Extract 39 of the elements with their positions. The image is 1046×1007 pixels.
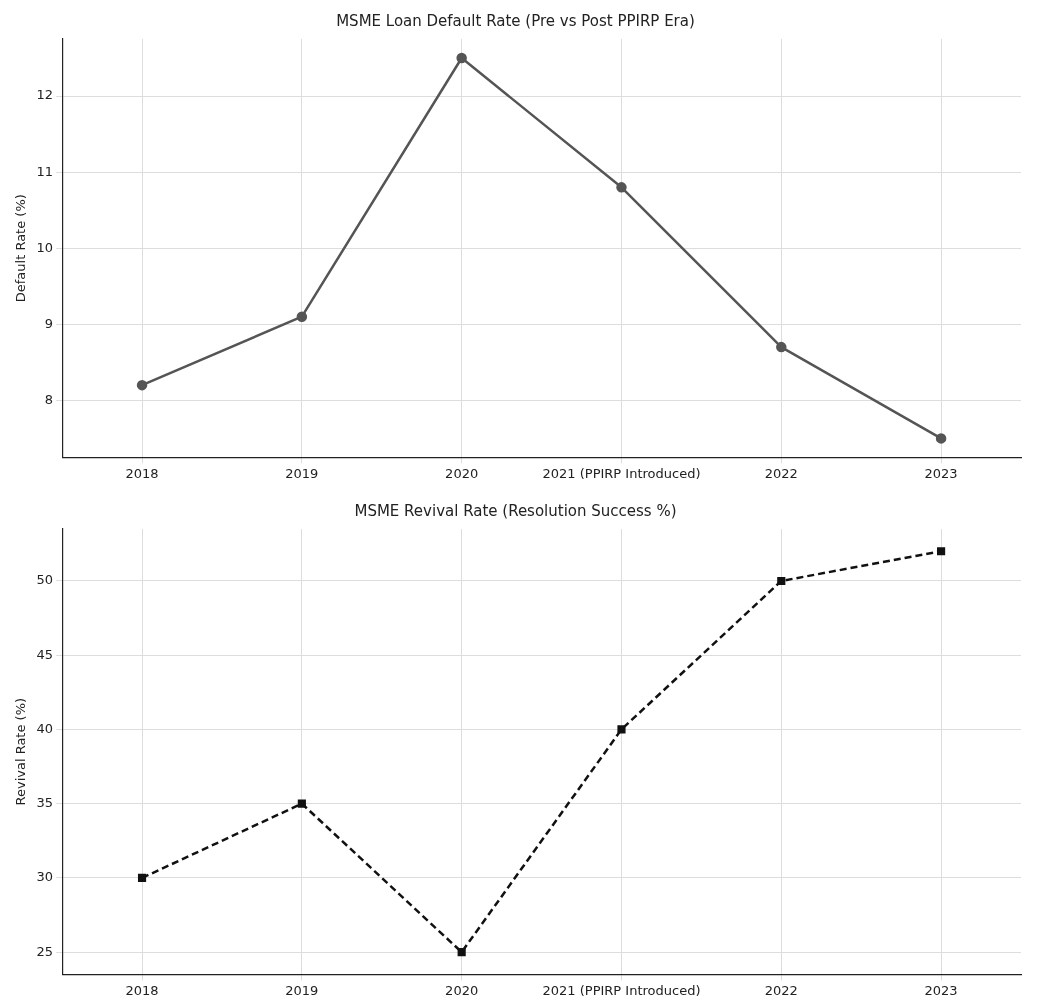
point [136,379,148,391]
y-tick-label: 35 [36,795,54,811]
y-tick-label: 25 [36,943,54,959]
x-tick-label: 2019 [285,465,319,481]
x-tick-label: 2018 [125,465,159,481]
y-tick-label: 45 [36,646,54,662]
y-tick-label: 9 [44,315,54,331]
x-tick-label: 2023 [924,982,958,998]
y-tick-label: 10 [36,239,54,255]
x-tick-label: 2020 [445,982,479,998]
x-tick-label: 2020 [445,465,479,481]
y-axis-title: Revival Rate (%) [13,697,29,806]
x-tick-label: 2023 [924,465,958,481]
point [137,873,147,882]
x-tick-label: 2021 (PPIRP Introduced) [542,982,701,998]
chart-title: MSME Loan Default Rate (Pre vs Post PPIRP Era) [336,11,695,30]
y-tick-label: 40 [36,720,54,736]
x-tick-label: 2018 [125,982,159,998]
x-tick-label: 2021 (PPIRP Introduced) [542,465,701,481]
x-tick-label: 2022 [764,982,798,998]
y-tick-label: 11 [36,163,54,179]
point [296,311,308,322]
y-tick-label: 12 [36,87,54,103]
point [457,948,466,957]
y-tick-label: 8 [44,391,54,407]
x-tick-label: 2019 [285,982,319,998]
point [937,547,946,556]
y-axis-title: Default Rate (%) [13,194,29,303]
point [777,576,786,586]
chart-title: MSME Revival Rate (Resolution Success %) [354,501,677,520]
point [616,182,627,193]
y-tick-label: 30 [36,869,54,885]
point [617,725,626,734]
point [776,341,787,353]
y-tick-label: 50 [36,572,54,588]
point [935,433,947,444]
point [456,52,467,64]
x-tick-label: 2022 [764,465,798,481]
point [297,799,306,808]
